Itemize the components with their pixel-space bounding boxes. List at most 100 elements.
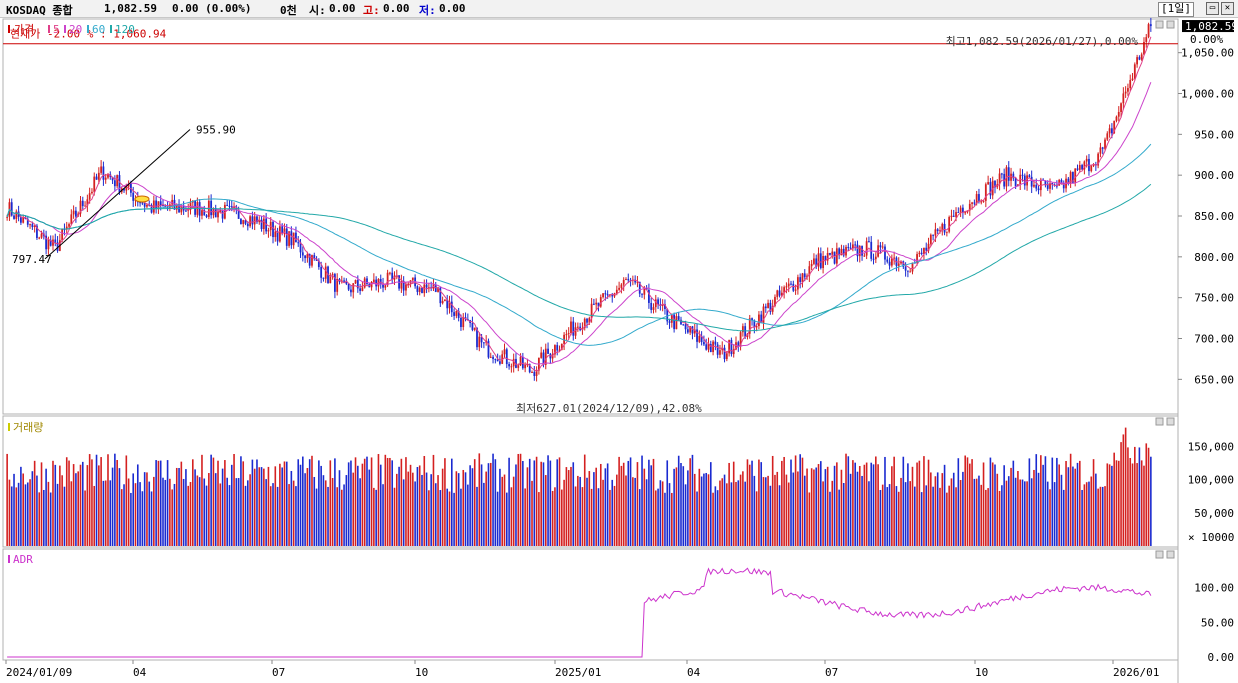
candle-body bbox=[1149, 24, 1152, 27]
candle-body bbox=[998, 173, 1001, 185]
volume-panel-close-icon[interactable] bbox=[1166, 417, 1175, 426]
volume-bar bbox=[776, 471, 779, 546]
close-icon[interactable]: ✕ bbox=[1221, 2, 1234, 15]
candle-body bbox=[904, 266, 907, 271]
candle-body bbox=[102, 166, 105, 180]
candle-body bbox=[29, 224, 31, 226]
volume-bar bbox=[279, 463, 281, 546]
trendline[interactable] bbox=[44, 129, 191, 260]
volume-bar bbox=[691, 454, 694, 546]
volume-panel-min-icon[interactable] bbox=[1155, 417, 1164, 426]
volume-bar bbox=[829, 491, 831, 546]
candle-body bbox=[900, 261, 902, 264]
candle-body bbox=[897, 263, 900, 266]
volume-bar bbox=[70, 481, 73, 546]
candle-body bbox=[1010, 173, 1012, 181]
volume-bar bbox=[930, 472, 932, 546]
volume-bar bbox=[1111, 465, 1113, 546]
candle-body bbox=[1033, 184, 1035, 187]
trendline-anchor-marker[interactable] bbox=[134, 195, 150, 203]
x-tick-label: 07 bbox=[272, 666, 285, 679]
candle-body bbox=[840, 248, 843, 256]
candle-body bbox=[17, 211, 20, 218]
volume-bar bbox=[748, 464, 751, 546]
volume-bar bbox=[136, 464, 139, 546]
candle-body bbox=[214, 208, 217, 218]
candle-body bbox=[1023, 175, 1026, 186]
volume-bar bbox=[508, 457, 510, 546]
candle-body bbox=[363, 278, 366, 288]
volume-bar bbox=[194, 469, 196, 546]
candle-body bbox=[22, 217, 25, 223]
volume-bar bbox=[201, 454, 203, 546]
candle-body bbox=[957, 212, 960, 214]
candle-body bbox=[1007, 167, 1010, 181]
volume-bar bbox=[797, 471, 799, 546]
volume-bar bbox=[501, 476, 504, 546]
candle-body bbox=[487, 340, 490, 358]
last-price-box-text: 1,082.59 bbox=[1185, 20, 1238, 33]
volume-bar bbox=[824, 469, 827, 546]
candle-body bbox=[890, 258, 893, 266]
volume-bar bbox=[911, 466, 914, 546]
candle-body bbox=[755, 326, 758, 328]
candle-body bbox=[1051, 183, 1054, 185]
candle-body bbox=[292, 232, 295, 246]
volume-bar bbox=[1124, 427, 1127, 546]
volume-bar bbox=[888, 484, 891, 546]
volume-bar bbox=[517, 453, 520, 546]
volume-bar bbox=[810, 468, 813, 546]
candle-body bbox=[978, 194, 980, 202]
volume-bar bbox=[395, 473, 398, 546]
period-selector[interactable]: [1일] bbox=[1158, 2, 1194, 17]
volume-bar bbox=[114, 453, 116, 546]
volume-bar bbox=[464, 472, 467, 546]
volume-bar bbox=[985, 489, 987, 546]
volume-bar bbox=[1117, 460, 1120, 546]
candle-body bbox=[256, 216, 258, 223]
legend-ma120: 120 bbox=[115, 23, 135, 36]
candle-body bbox=[936, 229, 939, 232]
volume-bar bbox=[1001, 485, 1003, 546]
volume-bar bbox=[645, 479, 648, 546]
volume-bar bbox=[373, 487, 375, 546]
candle-body bbox=[95, 176, 98, 180]
candle-body bbox=[1108, 128, 1111, 134]
volume-bar bbox=[1129, 457, 1132, 546]
volume-bar bbox=[503, 474, 506, 546]
candle-body bbox=[437, 287, 439, 292]
volume-bar bbox=[439, 490, 442, 546]
volume-bar bbox=[627, 460, 630, 546]
volume-bar bbox=[895, 486, 898, 546]
candle-body bbox=[19, 217, 22, 223]
volume-bar bbox=[735, 481, 737, 546]
restore-icon[interactable]: ▭ bbox=[1206, 2, 1219, 15]
candle-body bbox=[606, 294, 609, 296]
price-panel-min-icon[interactable] bbox=[1155, 20, 1164, 29]
volume-bar bbox=[1106, 463, 1109, 546]
candle-body bbox=[313, 255, 316, 259]
volume-bar bbox=[441, 468, 444, 546]
ma20-line bbox=[6, 82, 1152, 365]
candle-body bbox=[1124, 91, 1127, 94]
candle-body bbox=[686, 329, 689, 333]
candle-body bbox=[737, 342, 740, 347]
price-panel-close-icon[interactable] bbox=[1166, 20, 1175, 29]
low-label: 저: bbox=[419, 4, 436, 17]
volume-bar bbox=[130, 492, 132, 546]
volume-bar bbox=[428, 490, 430, 546]
volume-bar bbox=[1010, 467, 1012, 546]
volume-bar bbox=[361, 463, 364, 546]
candle-body bbox=[641, 293, 643, 295]
candle-body bbox=[317, 260, 320, 268]
candle-body bbox=[370, 282, 373, 288]
candle-body bbox=[63, 229, 66, 231]
volume-bar bbox=[155, 460, 157, 546]
volume-bar bbox=[597, 488, 600, 546]
adr-panel-min-icon[interactable] bbox=[1155, 550, 1164, 559]
volume-bar bbox=[764, 477, 767, 546]
candle-body bbox=[460, 317, 462, 328]
adr-panel-close-icon[interactable] bbox=[1166, 550, 1175, 559]
candle-body bbox=[911, 262, 914, 272]
volume-bar bbox=[36, 475, 38, 546]
